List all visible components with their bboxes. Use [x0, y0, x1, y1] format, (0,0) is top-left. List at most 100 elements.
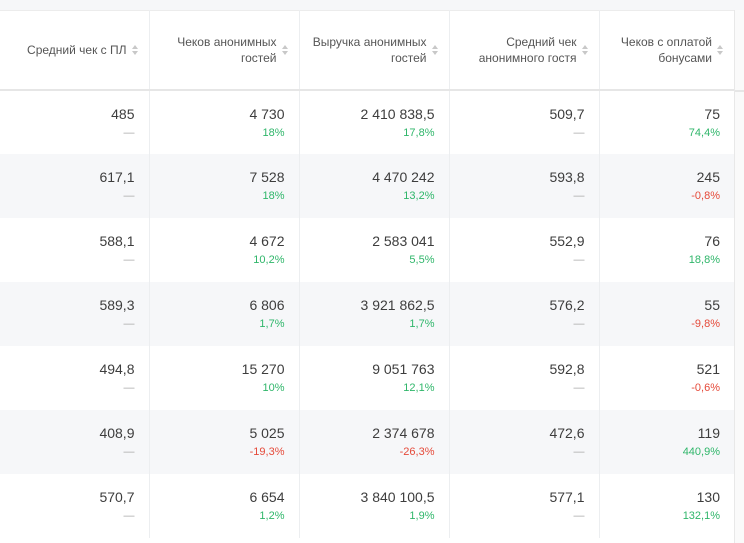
cell-change: 18% [262, 190, 285, 202]
sort-icon[interactable] [581, 44, 588, 55]
cell-change: 10% [262, 382, 285, 394]
cell-change: — [123, 446, 135, 458]
cell-value: 2 583 041 [372, 233, 435, 249]
cell-change: 1,9% [409, 510, 435, 522]
table-row: 494,8 — 15 270 10% 9 051 763 12,1% 592,8 — 521 -0… [0, 346, 734, 410]
cell-value: 552,9 [549, 233, 585, 249]
table-cell: 76 18,8% [598, 218, 734, 282]
table-cell: 408,9 — [0, 410, 149, 474]
cell-change: — [573, 127, 585, 139]
cell-value: 55 [704, 297, 720, 313]
cell-change: 5,5% [409, 254, 435, 266]
sort-icon[interactable] [431, 44, 438, 55]
table-cell: 589,3 — [0, 282, 149, 346]
cell-value: 509,7 [549, 106, 585, 122]
table-row: 570,7—6 654 1,2% 3 840 100,5 1,9% 577,1—130 1… [0, 474, 734, 538]
table-cell: 552,9 — [448, 218, 599, 282]
cell-value: 7 528 [249, 169, 285, 185]
cell-value: 592,8 [549, 361, 585, 377]
next-column-edge [734, 10, 744, 543]
cell-change: — [123, 190, 135, 202]
table-cell: 521 -0,6% [598, 346, 734, 410]
cell-change: — [123, 510, 135, 522]
column-header-label: Выручка анонимных гостей [312, 34, 427, 65]
cell-value: 15 270 [241, 361, 285, 377]
cell-value: 2 410 838,5 [360, 106, 435, 122]
cell-change: 13,2% [403, 190, 435, 202]
cell-value: 593,8 [549, 169, 585, 185]
cell-value: 4 672 [249, 233, 285, 249]
cell-change: — [573, 318, 585, 330]
table-cell: 570,7 — [0, 474, 149, 538]
cell-change: 132,1% [682, 510, 720, 522]
table-cell: 4 672 10,2% [148, 218, 299, 282]
metrics-table: Средний чек с ПЛ Чеков анонимных гостей … [0, 10, 734, 538]
table-cell: 576,2 — [448, 282, 599, 346]
cell-change: -19,3% [249, 446, 285, 458]
cell-change: — [123, 382, 135, 394]
cell-change: — [123, 318, 135, 330]
column-header-label: Средний чек анонимного гостя [478, 34, 577, 65]
table-cell: 245 -0,8% [598, 154, 734, 218]
cell-change: 74,4% [688, 127, 720, 139]
cell-change: -0,6% [691, 382, 720, 394]
column-header-anon-checks[interactable]: Чеков анонимных гостей [148, 10, 299, 91]
column-header-label: Чеков с оплатой бонусами [620, 34, 712, 65]
cell-value: 617,1 [99, 169, 135, 185]
cell-value: 408,9 [99, 425, 135, 441]
cell-change: -0,8% [691, 190, 720, 202]
cell-value: 4 470 242 [372, 169, 435, 185]
cell-change: 440,9% [682, 446, 720, 458]
cell-value: 472,6 [549, 425, 585, 441]
cell-change: 1,7% [259, 318, 285, 330]
cell-value: 588,1 [99, 233, 135, 249]
cell-change: 10,2% [253, 254, 285, 266]
cell-value: 6 654 [249, 489, 285, 505]
table-cell: 130 132,1% [598, 474, 734, 538]
table-cell: 15 270 10% [148, 346, 299, 410]
cell-value: 576,2 [549, 297, 585, 313]
table-cell: 75 74,4% [598, 90, 734, 154]
column-header-anon-avg-check[interactable]: Средний чек анонимного гостя [448, 10, 599, 91]
cell-change: 17,8% [403, 127, 435, 139]
table-cell: 588,1 — [0, 218, 149, 282]
cell-change: -9,8% [691, 318, 720, 330]
column-header-bonus-checks[interactable]: Чеков с оплатой бонусами [598, 10, 734, 91]
column-header-anon-revenue[interactable]: Выручка анонимных гостей [298, 10, 449, 91]
sort-icon[interactable] [717, 44, 723, 55]
table-cell: 2 410 838,5 17,8% [298, 90, 449, 154]
table-row: 617,1 — 7 528 18% 4 470 242 13,2% 593,8 — 245 -0,… [0, 154, 734, 218]
column-header-label: Чеков анонимных гостей [177, 34, 277, 65]
cell-value: 494,8 [99, 361, 135, 377]
cell-change: 1,2% [259, 510, 285, 522]
column-header-avg-check-loyalty[interactable]: Средний чек с ПЛ [0, 10, 149, 91]
table-row: 485 — 4 730 18% 2 410 838,5 17,8% 509,7 — 75 74,4… [0, 90, 734, 154]
cell-value: 3 921 862,5 [360, 297, 435, 313]
sort-icon[interactable] [131, 44, 138, 55]
cell-value: 130 [696, 489, 720, 505]
sort-icon[interactable] [281, 44, 288, 55]
cell-change: 12,1% [403, 382, 435, 394]
table-cell: 472,6 — [448, 410, 599, 474]
cell-value: 577,1 [549, 489, 585, 505]
table-cell: 593,8 — [448, 154, 599, 218]
table-cell: 3 840 100,5 1,9% [298, 474, 449, 538]
cell-value: 119 [697, 425, 720, 441]
cell-value: 245 [696, 169, 720, 185]
table-cell: 55 -9,8% [598, 282, 734, 346]
cell-change: — [123, 254, 135, 266]
table-cell: 485 — [0, 90, 149, 154]
table-cell: 577,1 — [448, 474, 599, 538]
cell-value: 485 [111, 106, 135, 122]
cell-change: — [573, 254, 585, 266]
header-row: Средний чек с ПЛ Чеков анонимных гостей … [0, 10, 734, 91]
cell-change: 18% [262, 127, 285, 139]
cell-value: 9 051 763 [372, 361, 435, 377]
table-cell: 9 051 763 12,1% [298, 346, 449, 410]
table-cell: 4 730 18% [148, 90, 299, 154]
table-cell: 2 374 678 -26,3% [298, 410, 449, 474]
cell-change: — [573, 510, 585, 522]
table-cell: 592,8 — [448, 346, 599, 410]
table-cell: 2 583 041 5,5% [298, 218, 449, 282]
cell-change: — [573, 446, 585, 458]
